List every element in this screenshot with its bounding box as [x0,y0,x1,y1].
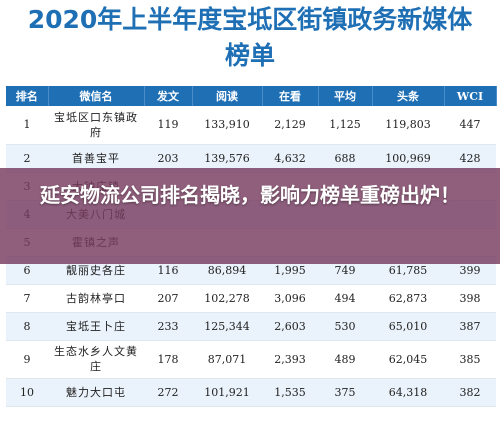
rank-cell: 7 [6,284,48,313]
name-cell: 宝坻王卜庄 [48,312,144,341]
posts-cell: 272 [144,378,192,407]
table-row: 9 生态水乡人文黄庄 178 87,071 2,393 489 62,045 385 [6,340,496,379]
reads-cell: 87,071 [192,340,262,379]
posts-cell: 178 [144,340,192,379]
rank-cell: 2 [6,144,48,173]
looks-cell: 4,632 [262,144,318,173]
reads-cell: 133,910 [192,106,262,145]
title-line-2: 榜单 [224,41,275,70]
header-wechat-name: 微信名 [48,86,145,106]
header-top: 头条 [372,86,445,106]
posts-cell: 207 [144,284,192,313]
reads-cell: 101,921 [192,378,262,407]
average-cell: 489 [318,340,372,379]
name-cell: 生态水乡人文黄庄 [48,340,144,379]
wci-cell: 382 [444,378,496,407]
wci-cell: 428 [444,144,496,173]
rank-cell: 9 [6,340,48,379]
looks-cell: 2,603 [262,312,318,341]
top-cell: 62,873 [372,284,444,313]
table-header-row: 排名 微信名 发文 阅读 在看 平均 头条 WCI [6,86,497,106]
table-row: 2 首善宝平 203 139,576 4,632 688 100,969 428 [6,144,496,173]
top-cell: 100,969 [372,144,444,173]
page-title: 2020年上半年度宝坻区街镇政务新媒体 榜单 [0,2,500,74]
header-reads: 阅读 [192,86,263,106]
looks-cell: 3,096 [262,284,318,313]
table-row: 10 魅力大口屯 272 101,921 1,535 375 64,318 382 [6,378,496,407]
name-cell: 魅力大口屯 [48,378,144,407]
top-cell: 119,803 [372,106,444,145]
header-posts: 发文 [144,86,193,106]
name-cell: 宝坻区口东镇政府 [48,106,144,145]
top-cell: 62,045 [372,340,444,379]
table-row: 1 宝坻区口东镇政府 119 133,910 2,129 1,125 119,803 447 [6,106,496,145]
looks-cell: 1,535 [262,378,318,407]
rank-cell: 10 [6,378,48,407]
name-cell: 古韵林亭口 [48,284,144,313]
looks-cell: 2,393 [262,340,318,379]
average-cell: 375 [318,378,372,407]
average-cell: 688 [318,144,372,173]
average-cell: 1,125 [318,106,372,145]
wci-cell: 447 [444,106,496,145]
wci-cell: 398 [444,284,496,313]
top-cell: 64,318 [372,378,444,407]
header-wci: WCI [444,86,497,106]
looks-cell: 2,129 [262,106,318,145]
table-row: 8 宝坻王卜庄 233 125,344 2,603 530 65,010 387 [6,312,496,341]
wci-cell: 385 [444,340,496,379]
reads-cell: 125,344 [192,312,262,341]
rank-cell: 1 [6,106,48,145]
top-cell: 65,010 [372,312,444,341]
header-looks: 在看 [262,86,319,106]
name-cell: 首善宝平 [48,144,144,173]
table-row: 7 古韵林亭口 207 102,278 3,096 494 62,873 398 [6,284,496,313]
title-line-1: 2020年上半年度宝坻区街镇政务新媒体 [27,5,473,34]
headline-text: 延安物流公司排名揭晓，影响力榜单重磅出炉！ [40,183,460,207]
header-rank: 排名 [6,86,49,106]
average-cell: 494 [318,284,372,313]
posts-cell: 119 [144,106,192,145]
posts-cell: 233 [144,312,192,341]
wci-cell: 387 [444,312,496,341]
rank-cell: 8 [6,312,48,341]
header-average: 平均 [318,86,373,106]
reads-cell: 102,278 [192,284,262,313]
headline-overlay [0,168,500,264]
average-cell: 530 [318,312,372,341]
